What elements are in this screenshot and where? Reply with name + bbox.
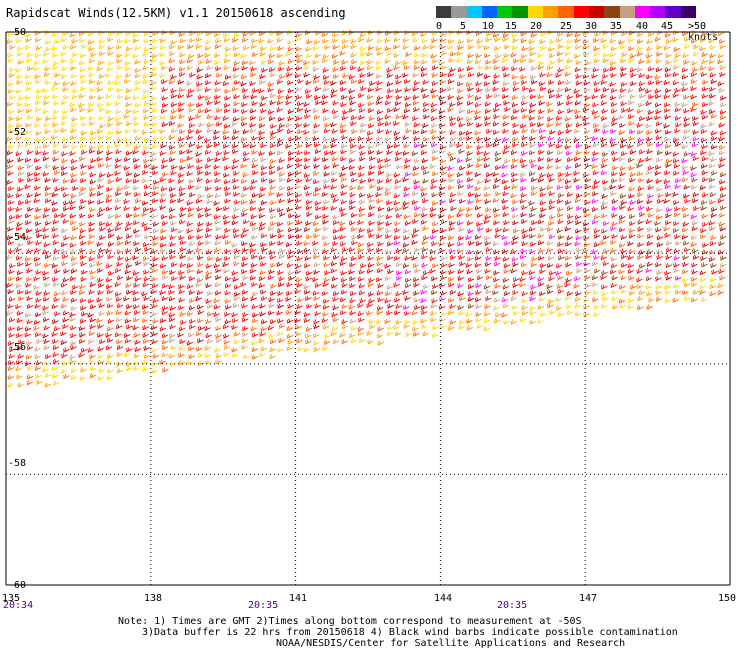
note-line-1: Note: 1) Times are GMT 2)Times along bot…: [118, 616, 582, 627]
legend-label-15: 15: [505, 21, 518, 32]
map-title: Rapidscat Winds(12.5KM) v1.1 20150618 as…: [6, 6, 346, 20]
lat-label-50: -50: [8, 27, 27, 38]
time-label-3: 20:35: [497, 600, 528, 611]
lon-label-138: 138: [144, 593, 163, 604]
legend-swatch: [497, 6, 513, 18]
legend-swatch: [588, 6, 605, 18]
legend-swatch: [451, 6, 468, 18]
note-line-3: NOAA/NESDIS/Center for Satellite Applica…: [276, 638, 626, 649]
legend-label-50: >50 knots: [688, 21, 719, 43]
legend-swatch: [527, 6, 544, 18]
wind-barbs: [6, 65, 727, 367]
legend-swatch: [634, 6, 651, 18]
lat-label-58: -58: [8, 458, 27, 469]
wind-barb-swath: [6, 29, 727, 388]
legend-label-0: 0: [436, 21, 443, 32]
legend-swatch: [543, 6, 559, 18]
wind-speed-legend: [436, 6, 697, 18]
lon-label-144: 144: [434, 593, 453, 604]
legend-label-40: 40: [636, 21, 649, 32]
wind-barbs: [6, 65, 727, 351]
lon-label-141: 141: [289, 593, 308, 604]
legend-swatch: [604, 6, 621, 18]
lon-label-147: 147: [579, 593, 598, 604]
legend-label-35: 35: [610, 21, 623, 32]
legend-swatch: [680, 6, 697, 18]
wind-barbs: [6, 29, 727, 386]
legend-swatch: [436, 6, 452, 18]
wind-barbs: [6, 29, 717, 388]
lon-label-135: 135: [2, 593, 21, 604]
legend-swatch: [665, 6, 682, 18]
note-line-2: 3)Data buffer is 22 hrs from 20150618 4)…: [142, 627, 678, 638]
wind-barbs: [6, 65, 727, 360]
legend-swatch: [481, 6, 498, 18]
legend-label-45: 45: [661, 21, 674, 32]
legend-swatch: [512, 6, 529, 18]
legend-swatch: [466, 6, 483, 18]
legend-label-10: 10: [482, 21, 495, 32]
legend-label-20: 20: [530, 21, 543, 32]
lat-label-60: -60: [8, 580, 27, 591]
legend-label-25: 25: [560, 21, 573, 32]
legend-swatch: [573, 6, 590, 18]
lat-label-56: -56: [8, 342, 27, 353]
lat-label-54: -54: [8, 232, 27, 243]
wind-barbs: [393, 128, 700, 311]
legend-swatch: [619, 6, 636, 18]
legend-label-5: 5: [460, 21, 467, 32]
time-label-2: 20:35: [248, 600, 279, 611]
lon-label-150: 150: [718, 593, 737, 604]
legend-swatch: [650, 6, 666, 18]
lat-label-52: -52: [8, 127, 27, 138]
legend-swatch: [558, 6, 575, 18]
time-label-1: 20:34: [3, 600, 34, 611]
lat-lon-grid: [5, 31, 731, 586]
legend-label-30: 30: [585, 21, 598, 32]
